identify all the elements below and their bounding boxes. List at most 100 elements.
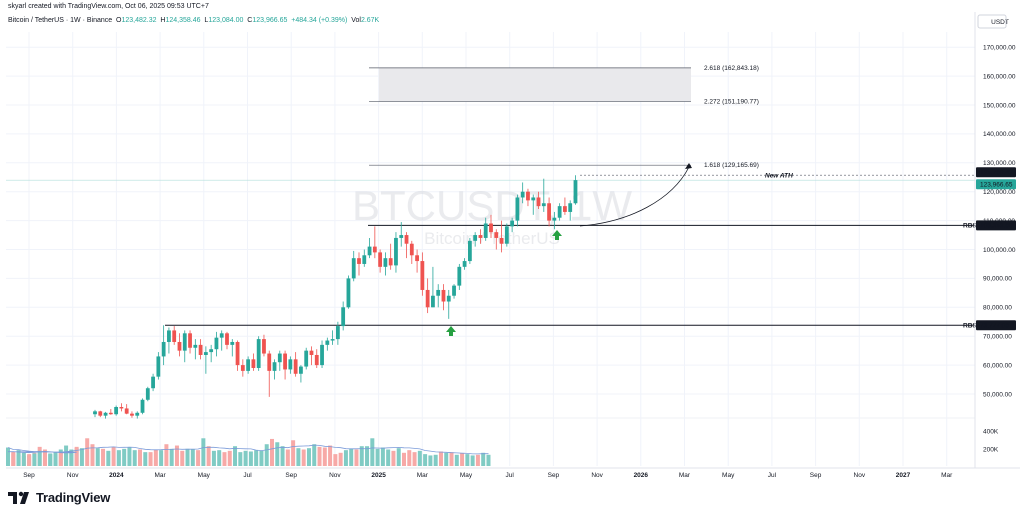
candle-body [362,255,367,264]
candle-body [288,359,293,370]
fib-level-label: 1.618 (129,165.69) [704,162,759,169]
x-tick-label: Mar [154,472,166,479]
volume-bar [180,450,185,466]
rbs-price-tag [976,220,1016,231]
candle-body [156,356,161,377]
candle-body [108,412,113,415]
volume-ma-line [7,444,489,455]
y-tick-label: 100,000.00 [983,247,1016,254]
volume-bar [333,454,338,466]
volume-bar [438,451,443,466]
time-axis[interactable]: Sep Nov 2024 Mar May Jul Sep Nov 2025 Mar May Jul Se… [6,467,1020,479]
volume-bar [402,452,406,466]
candle-body [557,206,562,218]
candle-body [494,232,499,238]
y-tick-label: 120,000.00 [983,189,1016,196]
y-tick-label: 80,000.00 [983,305,1012,312]
price-tag [976,179,1016,190]
projection-curve [579,166,690,227]
green-up-arrow [446,326,456,336]
rbs-price-tag-text: 73,777.00 [980,322,1009,329]
x-tick-label: 2024 [109,472,124,479]
x-tick-label: Mar [679,472,691,479]
candle-body [235,341,240,366]
candle-body [372,246,377,253]
volume-bar [317,446,322,466]
candle-body [283,353,287,370]
volume-bar [6,447,10,466]
volume-bar [233,446,238,466]
candle-body [541,203,546,207]
volume-bar [306,448,311,466]
candle-body [135,412,140,416]
volume-bar [58,452,63,466]
x-tick-label: Nov [854,472,866,479]
candle-body [246,359,251,371]
volume-bar [174,445,179,466]
candle-body [93,411,97,415]
candle-body [214,337,219,350]
volume-bar [248,451,253,466]
x-tick-label: Nov [591,472,603,479]
y-tick-label: 70,000.00 [983,334,1012,341]
candle-body [230,341,235,345]
candle-body [172,330,177,342]
volume-bar [106,450,111,466]
x-tick-label: Sep [810,472,822,479]
volume-bar [343,450,348,466]
candle-body [182,333,187,351]
candle-body [114,407,119,415]
candle-body [188,333,192,348]
candle-body [314,354,319,366]
candle-body [346,278,351,308]
volume-bar [201,438,206,466]
currency-box [977,14,1007,29]
annotations [446,163,692,336]
symbol-legend: Bitcoin / TetherUS · 1W · Binance O123,4… [8,17,379,24]
candle-body [193,344,198,348]
candle-body [267,353,272,371]
volume-bar [460,453,465,466]
volume-bar [396,448,401,466]
volume-bar [338,452,343,466]
fib-levels: 2.618 (162,843.18) 2.272 (151,190.77) 1.61… [6,65,977,329]
volume-bar [296,448,301,466]
volume-bar [211,450,216,466]
volume-bar [386,449,391,466]
candle-body [510,220,515,227]
x-tick-label: Mar [941,472,953,479]
candle-body [209,349,214,353]
candle-body [499,237,504,244]
candle-body [299,366,303,374]
fib-level-label: 2.618 (162,843.18) [704,65,759,72]
volume-bar [285,449,290,466]
candle-body [256,339,261,368]
target-zone [379,67,691,102]
volume-bar [64,453,69,466]
volume-bar [79,448,84,466]
ohlc-c-value: 123,966.65 [252,17,288,24]
watermark-ticker: BTCUSDT, 1W [352,182,632,229]
volume-label: Vol [351,17,361,24]
x-tick-label: May [460,472,473,479]
candle-body [140,399,145,413]
volume-bar [53,454,58,466]
candle-body [425,289,430,308]
volume-bar [85,438,90,466]
volume-bar [42,452,47,466]
volume-bar [27,454,32,466]
candle-body [378,252,383,267]
candle-body [409,243,414,256]
rbs-price-tag-text: 108,353.00 [980,223,1013,230]
volume-bar [101,448,106,466]
volume-bar [312,444,317,466]
volume-bar [243,450,248,466]
y-tick-label: 50,000.00 [983,391,1012,398]
candle-body [478,235,483,238]
volume-bar [69,449,74,466]
price-axis[interactable]: USDT 170,000.00 160,000.00 150,000.00 140,00… [974,12,1016,468]
candle-body [330,339,335,341]
volume-tick-label: 200K [983,446,999,453]
x-tick-label: Sep [23,472,35,479]
